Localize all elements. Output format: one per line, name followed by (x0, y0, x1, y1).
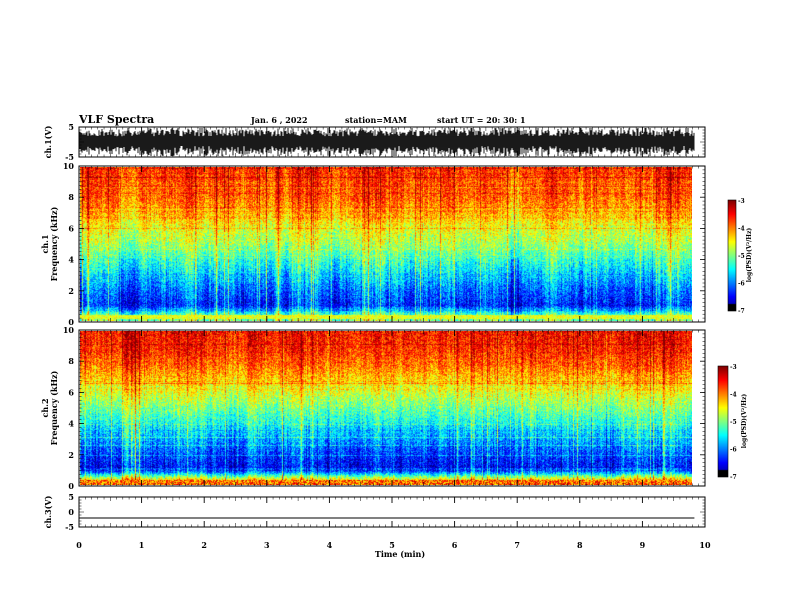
ch2-colorbar-tick-label: -6 (730, 447, 737, 454)
ch2-colorbar-tick-label: -7 (730, 474, 737, 481)
ch1-colorbar-tick-label: -6 (738, 281, 745, 288)
xtick-label: 4 (327, 540, 333, 550)
ch3-waveform-ylabel: ch.3(V) (43, 495, 53, 528)
ch2-ytick-label: 2 (68, 450, 74, 460)
ch1-ytick-label: 8 (68, 192, 74, 202)
ch2-colorbar-tick-label: -3 (730, 364, 737, 371)
xtick-label: 7 (514, 540, 520, 550)
ch1-ytick-label: 2 (68, 286, 74, 296)
ch2-spectrogram-channel-label: ch.2 (40, 398, 50, 417)
x-axis-label: Time (min) (375, 549, 425, 559)
ch1-ytick-label: 4 (68, 255, 74, 265)
ch3-ytick-top: 5 (68, 492, 74, 502)
ch1-colorbar-tick-label: -4 (738, 226, 745, 233)
ch1-ytick-top: 5 (68, 122, 74, 132)
xtick-label: 8 (577, 540, 583, 550)
xtick-label: 10 (699, 540, 711, 550)
ch1-colorbar-tick-label: -5 (738, 253, 745, 260)
ch2-spectrogram-panel: ch.2 Frequency (kHz) 0 2 4 6 8 10 (40, 325, 706, 491)
ch1-spectrogram-ylabel: Frequency (kHz) (49, 206, 59, 281)
ch3-ytick-bottom: -5 (65, 522, 74, 532)
ch1-colorbar-label: log(PSD)(V²/Hz) (746, 228, 753, 283)
ch2-ytick-label: 0 (68, 481, 74, 491)
ch2-spectrogram-image (80, 331, 692, 485)
ch2-ytick-label: 6 (68, 387, 74, 397)
xtick-label: 0 (76, 540, 82, 550)
ch1-waveform-trace (79, 128, 695, 156)
ch1-spectrogram-panel: ch.1 Frequency (kHz) 0 2 4 6 8 10 (40, 161, 706, 327)
ch2-colorbar-gradient (718, 366, 728, 477)
xtick-label: 5 (389, 540, 395, 550)
ch1-spectrogram-image (80, 167, 692, 321)
ch2-colorbar-frame (717, 365, 729, 478)
ch1-ytick-label: 10 (63, 161, 75, 171)
ch1-ytick-label: 0 (68, 317, 74, 327)
ch1-ytick-bottom: -5 (65, 152, 74, 162)
ch1-colorbar-tick-label: -7 (738, 308, 745, 315)
xtick-label: 3 (264, 540, 270, 550)
xtick-label: 1 (139, 540, 145, 550)
ch2-spectrogram-ylabel: Frequency (kHz) (49, 370, 59, 445)
ch3-waveform-panel: 5 -5 ch.3(V) (43, 492, 706, 532)
header-date: Jan. 6 , 2022 (250, 115, 308, 125)
ch1-colorbar: -3 -4 -5 -6 -7 log(PSD)(V²/Hz) (727, 198, 753, 315)
ch2-ytick-label: 10 (63, 325, 75, 335)
ch1-waveform-panel: 5 -5 ch.1(V) (43, 122, 706, 162)
header-start-time: start UT = 20: 30: 1 (437, 115, 526, 125)
ch1-colorbar-gradient (728, 200, 736, 311)
xtick-label: 2 (201, 540, 207, 550)
figure-title: VLF Spectra (78, 113, 154, 126)
ch2-colorbar: -3 -4 -5 -6 -7 log(PSD)(V²/Hz) (717, 364, 748, 481)
ch2-colorbar-tick-label: -4 (730, 392, 737, 399)
ch1-colorbar-frame (727, 199, 737, 312)
ch2-ytick-label: 8 (68, 356, 74, 366)
xtick-label: 6 (452, 540, 458, 550)
xtick-label: 9 (640, 540, 646, 550)
ch1-waveform-trace-path (79, 128, 695, 156)
ch1-spectrogram-channel-label: ch.1 (40, 234, 50, 253)
ch1-ytick-label: 6 (68, 223, 74, 233)
header-station: station=MAM (345, 115, 407, 125)
ch1-waveform-ylabel: ch.1(V) (43, 125, 53, 158)
time-axis: 0 0 1 2 3 4 5 6 7 8 9 10 (68, 126, 711, 550)
ch1-colorbar-tick-label: -3 (738, 198, 745, 205)
ch2-colorbar-label: log(PSD)(V²/Hz) (741, 394, 748, 449)
ch2-ytick-label: 4 (68, 419, 74, 429)
ch3-ytick-mid: 0 (68, 507, 74, 517)
ch2-colorbar-tick-label: -5 (730, 419, 737, 426)
